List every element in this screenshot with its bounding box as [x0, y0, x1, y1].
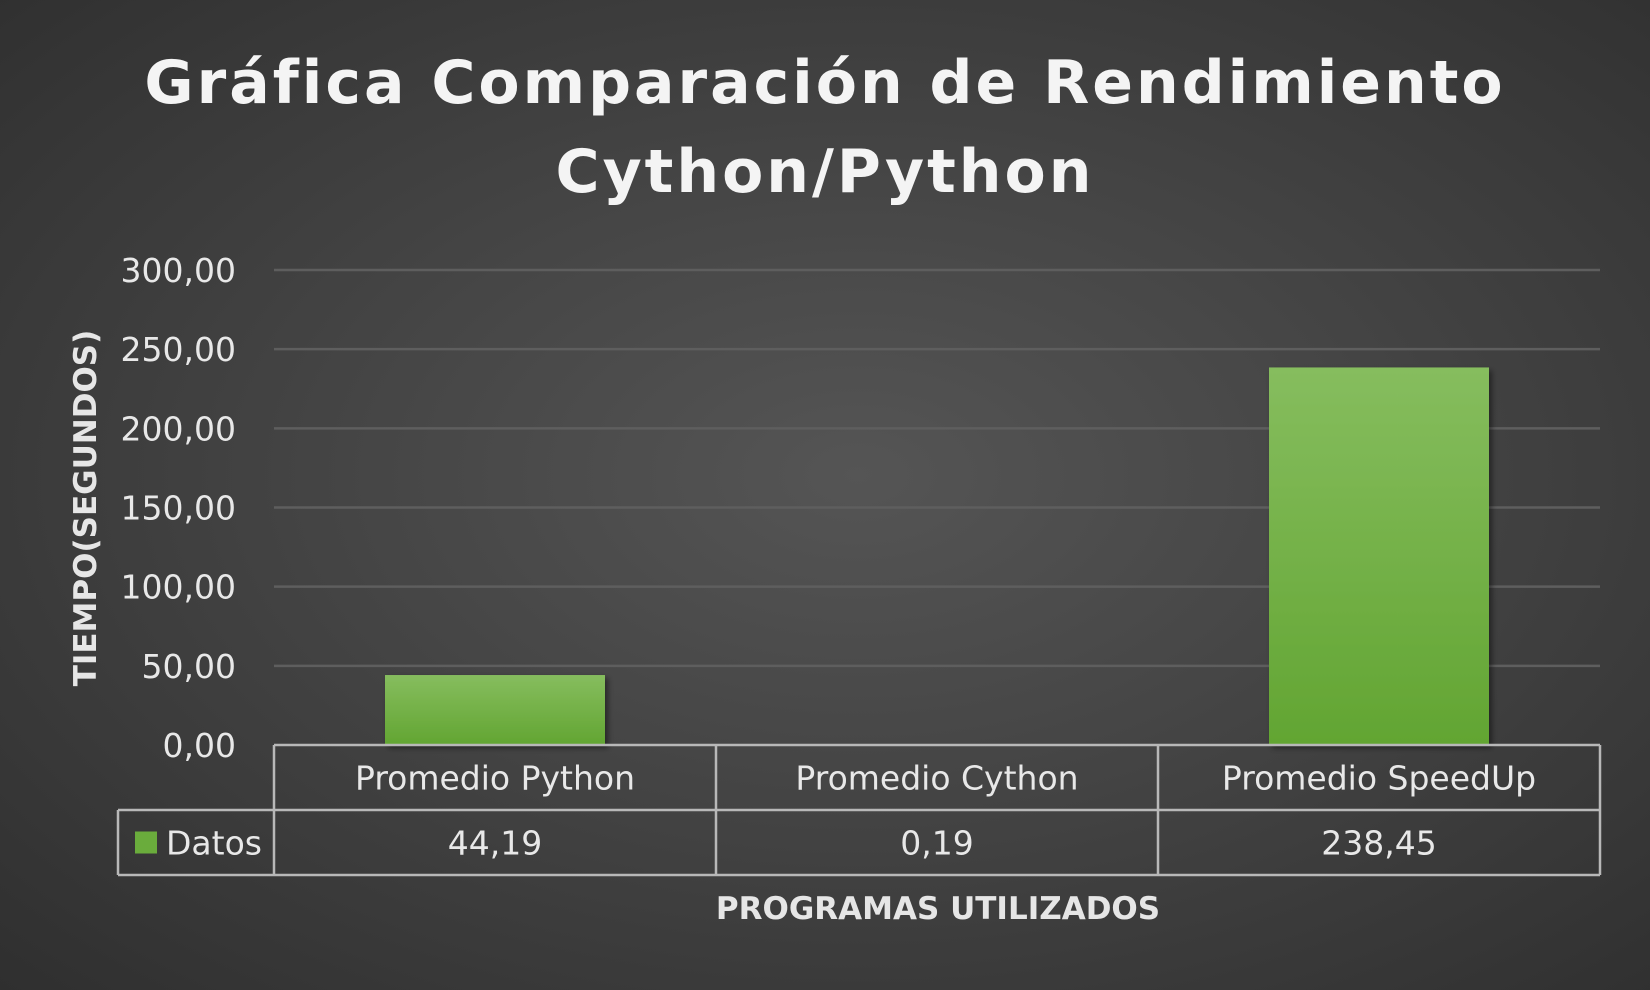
chart-title-line2: Cython/Python — [556, 137, 1095, 207]
y-tick-label: 100,00 — [121, 568, 236, 607]
x-category-label: Promedio Cython — [795, 759, 1078, 798]
y-axis-title: TIEMPO(SEGUNDOS) — [68, 330, 104, 687]
legend-series-name: Datos — [166, 824, 262, 863]
data-label: 238,45 — [1321, 824, 1436, 863]
y-axis-ticks: 0,00 50,00 100,00 150,00 200,00 250,00 300,00 — [121, 251, 236, 765]
bars — [385, 367, 1489, 745]
chart-title: Gráfica Comparación de Rendimiento — [144, 48, 1505, 118]
bar — [1269, 367, 1489, 745]
y-tick-label: 200,00 — [121, 409, 236, 448]
data-label: 0,19 — [900, 824, 973, 863]
y-tick-label: 250,00 — [121, 330, 236, 369]
bar — [385, 675, 605, 745]
y-tick-label: 150,00 — [121, 489, 236, 528]
data-table: Promedio Python Promedio Cython Promedio S… — [116, 743, 1602, 877]
x-category-label: Promedio Python — [355, 759, 635, 798]
y-tick-label: 50,00 — [142, 647, 236, 686]
x-axis-title: PROGRAMAS UTILIZADOS — [716, 891, 1160, 927]
y-tick-label: 300,00 — [121, 251, 236, 290]
x-category-label: Promedio SpeedUp — [1222, 759, 1536, 798]
y-tick-label: 0,00 — [163, 726, 236, 765]
data-label: 44,19 — [448, 824, 542, 863]
legend-swatch — [135, 831, 157, 854]
